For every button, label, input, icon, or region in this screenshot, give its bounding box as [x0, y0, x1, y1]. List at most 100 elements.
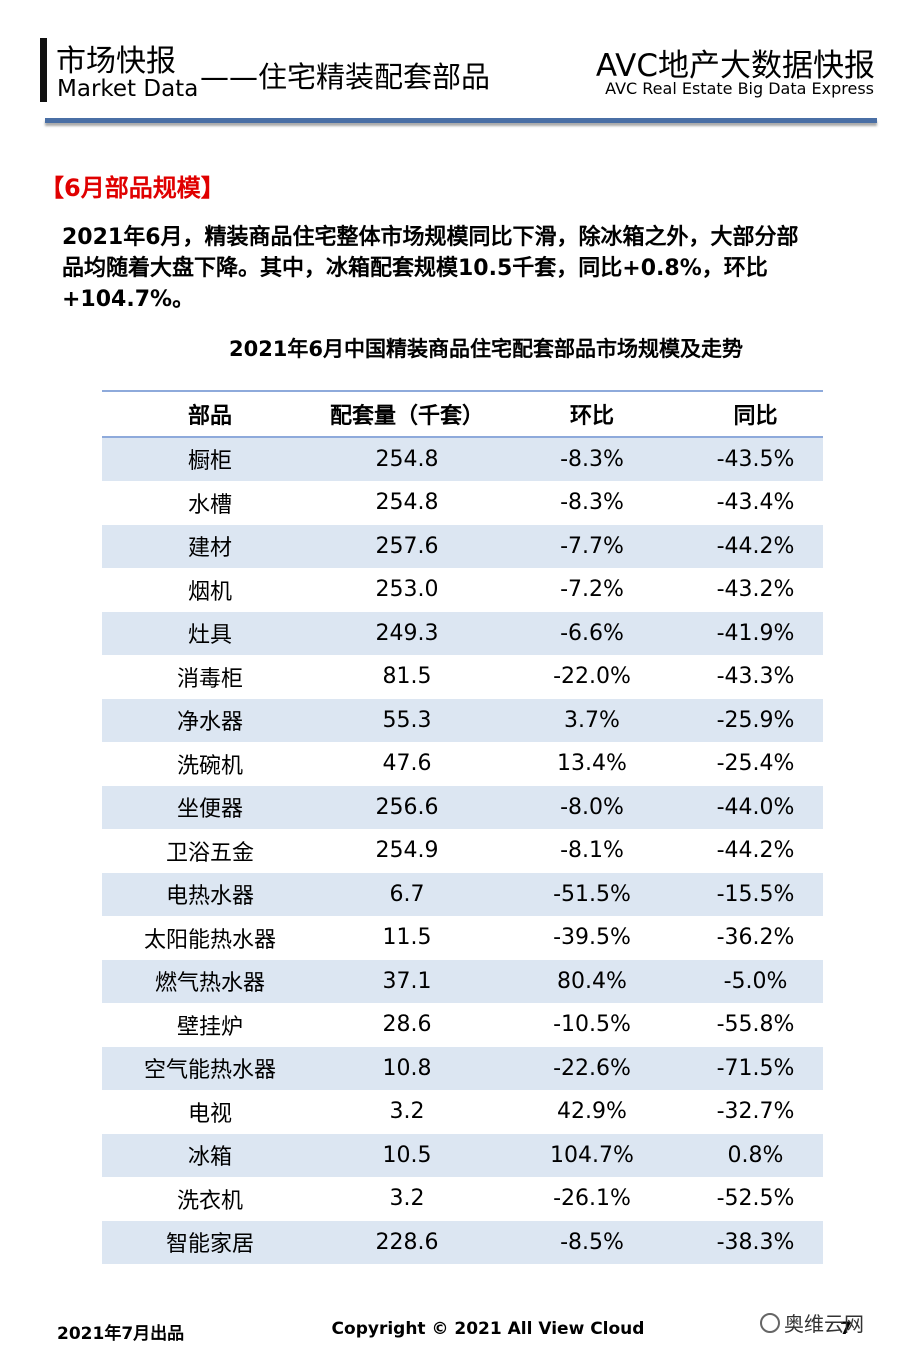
- column-header: 环比: [569, 403, 614, 429]
- cell: 80.4%: [557, 968, 627, 994]
- cell: 11.5: [382, 925, 432, 951]
- cell: 0.8%: [727, 1142, 784, 1168]
- cell: 烟机: [187, 579, 232, 605]
- header-title: 市场快报: [56, 44, 176, 79]
- cell: 257.6: [375, 533, 439, 559]
- paragraph-line: 2021年6月，精装商品住宅整体市场规模同比下滑，除冰箱之外，大部分部: [62, 225, 799, 250]
- cell: 10.8: [382, 1055, 432, 1081]
- cell: 6.7: [389, 881, 425, 907]
- cell: -43.4%: [716, 490, 795, 516]
- cell: 254.8: [375, 490, 439, 516]
- cell: -71.5%: [716, 1055, 795, 1081]
- header-row: 部品 配套量（千套） 环比 同比: [102, 392, 823, 438]
- cell: 42.9%: [557, 1099, 627, 1125]
- cell: 电视: [187, 1101, 232, 1127]
- column-header: 配套量（千套）: [329, 403, 484, 429]
- table-row: 冰箱 10.5 104.7% 0.8%: [102, 1133, 823, 1177]
- wechat-icon: [760, 1313, 780, 1333]
- cell: 水槽: [187, 492, 232, 518]
- paragraph-line: +104.7%。: [62, 287, 195, 312]
- cell: 冰箱: [187, 1145, 232, 1171]
- cell: -36.2%: [716, 925, 795, 951]
- table-row: 洗碗机 47.6 13.4% -25.4%: [102, 742, 823, 786]
- cell: -25.9%: [716, 707, 795, 733]
- wechat-mark: 奥维云网: [760, 1308, 864, 1337]
- cell: -6.6%: [560, 620, 624, 646]
- cell: -38.3%: [716, 1229, 795, 1255]
- table-title: 2021年6月中国精装商品住宅配套部品市场规模及走势: [228, 337, 744, 361]
- cell: -25.4%: [716, 751, 795, 777]
- header-bar: [40, 38, 47, 102]
- footer-date: 2021年7月出品: [57, 1324, 185, 1344]
- column-header: 部品: [187, 403, 232, 429]
- table-row: 太阳能热水器 11.5 -39.5% -36.2%: [102, 916, 823, 960]
- header-title-en: Market Data: [57, 76, 199, 102]
- cell: -52.5%: [716, 1186, 795, 1212]
- cell: 55.3: [382, 707, 432, 733]
- table-row: 空气能热水器 10.8 -22.6% -71.5%: [102, 1046, 823, 1090]
- cell: -44.2%: [716, 533, 795, 559]
- cell: 254.8: [375, 446, 439, 472]
- cell: 壁挂炉: [176, 1014, 243, 1040]
- table-row: 建材 257.6 -7.7% -44.2%: [102, 524, 823, 568]
- header-subtitle: ——住宅精装配套部品: [200, 60, 491, 94]
- cell: -8.1%: [560, 838, 624, 864]
- cell: 253.0: [375, 577, 439, 603]
- cell: 10.5: [382, 1142, 432, 1168]
- cell: 28.6: [382, 1012, 432, 1038]
- cell: -41.9%: [716, 620, 795, 646]
- section-title: 【6月部品规模】: [40, 174, 225, 202]
- cell: 橱柜: [187, 449, 232, 475]
- cell: -8.3%: [560, 490, 624, 516]
- cell: -10.5%: [553, 1012, 631, 1038]
- cell: 256.6: [375, 794, 439, 820]
- cell: -43.2%: [716, 577, 795, 603]
- cell: 81.5: [382, 664, 432, 690]
- table-row: 水槽 254.8 -8.3% -43.4%: [102, 481, 823, 525]
- cell: 太阳能热水器: [143, 927, 276, 953]
- cell: 灶具: [187, 623, 232, 649]
- paragraph: 2021年6月，精装商品住宅整体市场规模同比下滑，除冰箱之外，大部分部 品均随着大…: [62, 222, 799, 315]
- cell: 坐便器: [176, 797, 243, 823]
- cell: -32.7%: [716, 1099, 795, 1125]
- cell: 228.6: [375, 1229, 439, 1255]
- table-row: 橱柜 254.8 -8.3% -43.5%: [102, 437, 823, 481]
- page-number: 7: [840, 1319, 852, 1339]
- cell: -8.3%: [560, 446, 624, 472]
- table: 部品 配套量（千套） 环比 同比橱柜 254.8 -8.3% -43.5% 水槽 254.8 -8…: [102, 390, 823, 1264]
- cell: -26.1%: [553, 1186, 631, 1212]
- cell: 电热水器: [165, 884, 254, 910]
- table-row: 智能家居 228.6 -8.5% -38.3%: [102, 1220, 823, 1264]
- header-rule: [45, 118, 877, 123]
- cell: 3.7%: [564, 707, 620, 733]
- cell: 空气能热水器: [143, 1058, 276, 1084]
- cell: 消毒柜: [176, 666, 243, 692]
- cell: -43.5%: [716, 446, 795, 472]
- cell: -8.5%: [560, 1229, 624, 1255]
- brand: AVC地产大数据快报: [595, 48, 875, 84]
- cell: 洗碗机: [176, 753, 243, 779]
- cell: 104.7%: [550, 1142, 634, 1168]
- cell: -39.5%: [553, 925, 631, 951]
- cell: -44.2%: [716, 838, 795, 864]
- cell: 3.2: [389, 1099, 425, 1125]
- cell: 洗衣机: [176, 1188, 243, 1214]
- cell: -8.0%: [560, 794, 624, 820]
- table-row: 燃气热水器 37.1 80.4% -5.0%: [102, 959, 823, 1003]
- cell: -22.0%: [553, 664, 631, 690]
- cell: -5.0%: [723, 968, 788, 994]
- table-row: 壁挂炉 28.6 -10.5% -55.8%: [102, 1003, 823, 1047]
- paragraph-line: 品均随着大盘下降。其中，冰箱配套规模10.5千套，同比+0.8%，环比: [62, 256, 768, 281]
- column-header: 同比: [733, 403, 778, 429]
- table-row: 坐便器 256.6 -8.0% -44.0%: [102, 785, 823, 829]
- wechat-text: 奥维云网: [784, 1312, 864, 1336]
- cell: 智能家居: [165, 1232, 254, 1258]
- cell: 47.6: [382, 751, 432, 777]
- table-row: 净水器 55.3 3.7% -25.9%: [102, 698, 823, 742]
- cell: -7.2%: [560, 577, 624, 603]
- table-row: 电视 3.2 42.9% -32.7%: [102, 1090, 823, 1134]
- cell: 建材: [187, 536, 232, 562]
- cell: 254.9: [375, 838, 439, 864]
- cell: -44.0%: [716, 794, 795, 820]
